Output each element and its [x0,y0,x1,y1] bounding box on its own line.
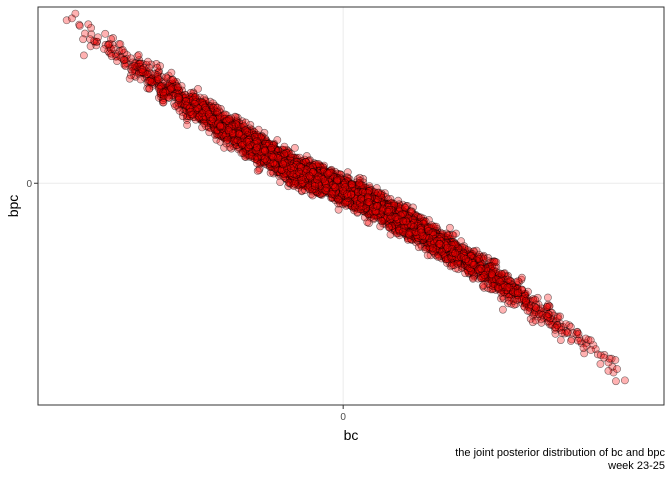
scatter-point [596,360,605,368]
scatter-point [544,293,552,302]
scatter-point [574,330,583,338]
scatter-point [253,166,262,175]
scatter-point [287,150,296,158]
scatter-point [567,337,575,345]
scatter-point [183,121,191,129]
scatter-point [334,205,343,214]
scatter-point [101,29,110,38]
scatter-point [514,277,522,285]
scatter-point [612,377,620,386]
scatter-point [125,74,134,83]
scatter-point [604,366,613,375]
scatter-point [134,51,143,59]
scatter-point [513,295,521,304]
scatter-point [556,336,565,344]
scatter-point [498,305,507,314]
scatter-point [126,54,135,63]
scatter-point [173,83,182,91]
scatter-point [551,329,560,338]
scatter-point [84,20,93,29]
data-points [62,9,629,386]
scatter-point [194,85,202,93]
scatter-point [445,223,454,232]
scatter-point [386,194,395,203]
scatter-point [178,112,187,121]
scatter-point [80,51,88,60]
scatter-point [523,306,532,315]
scatter-point [75,21,84,30]
